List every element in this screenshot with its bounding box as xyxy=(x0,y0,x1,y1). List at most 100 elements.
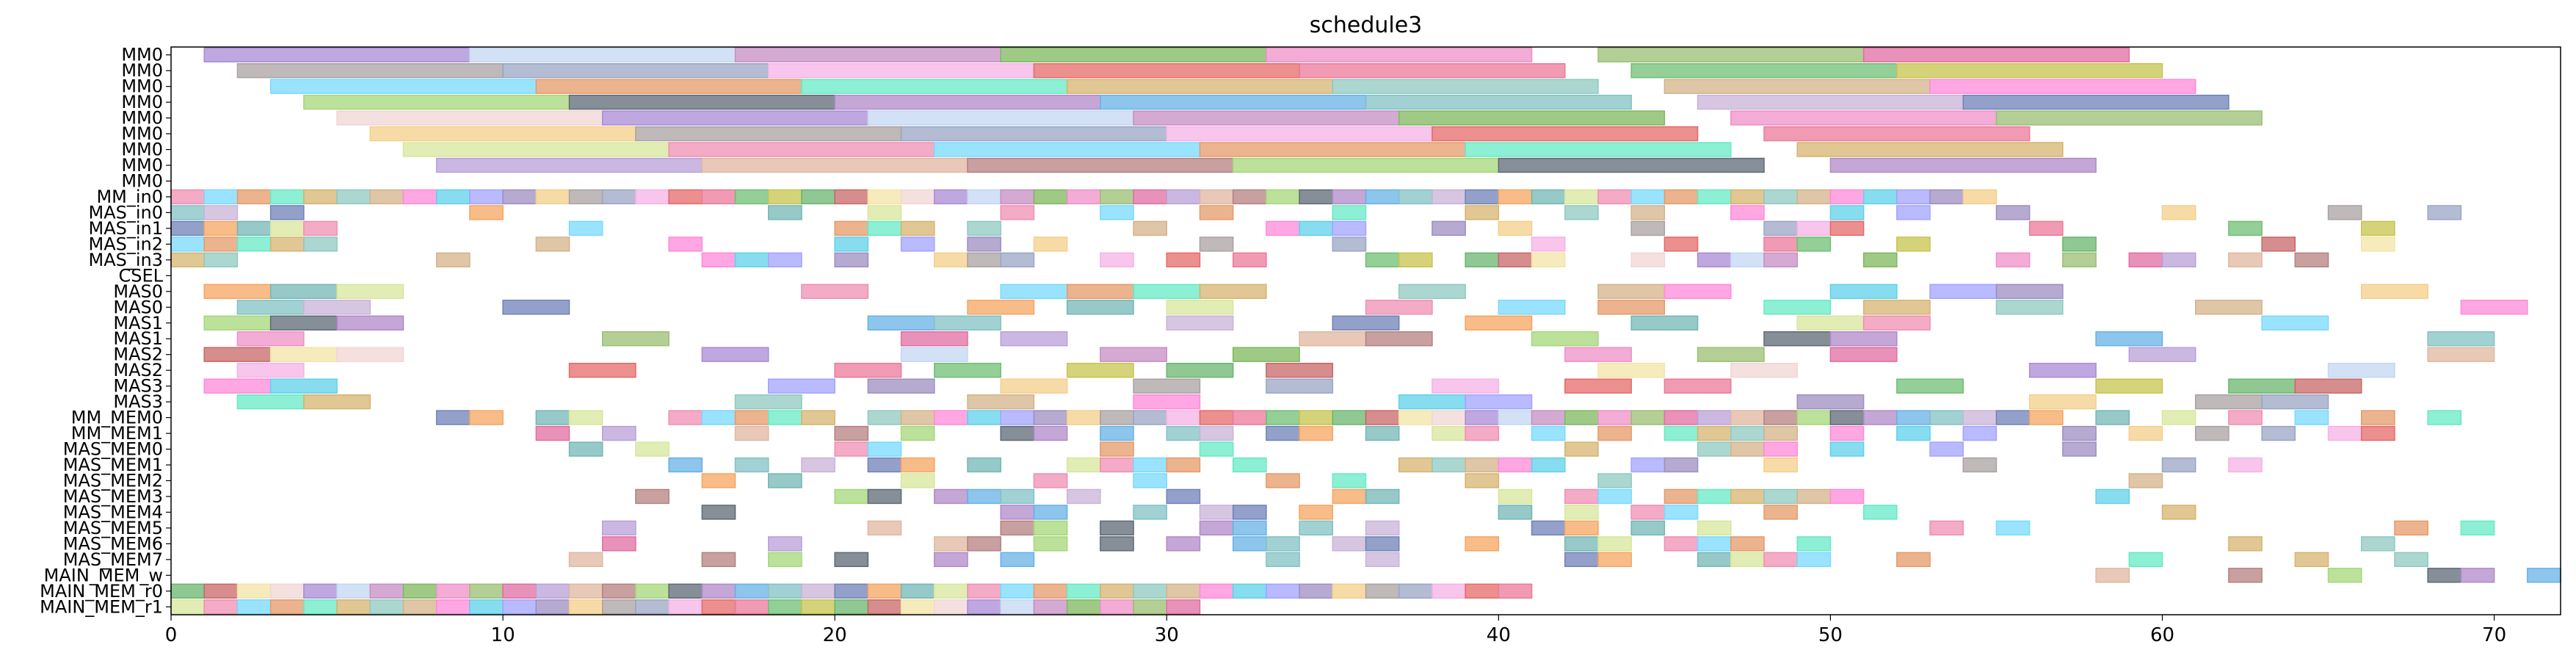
y-tick-label: MAS_in2 xyxy=(88,234,163,254)
task-bar xyxy=(469,599,504,615)
task-bar xyxy=(867,189,902,205)
task-bar xyxy=(203,378,272,394)
task-bar xyxy=(1000,599,1035,615)
task-bar xyxy=(1498,157,1765,173)
task-bar xyxy=(1133,394,1201,410)
task-bar xyxy=(1730,205,1765,220)
task-bar xyxy=(1299,505,1334,520)
task-bar xyxy=(568,599,603,615)
task-bar xyxy=(1199,441,1234,457)
task-bar xyxy=(1398,283,1466,300)
task-bar xyxy=(1531,236,1566,252)
task-bar xyxy=(402,583,438,599)
task-bar xyxy=(2460,520,2495,536)
task-bar xyxy=(2194,300,2263,315)
task-bar xyxy=(1199,505,1234,520)
y-tick-label: MM0 xyxy=(121,155,163,176)
task-bar xyxy=(1896,378,1964,394)
task-bar xyxy=(1564,410,1599,425)
y-tick-label: MAS_MEM5 xyxy=(63,518,163,538)
task-bar xyxy=(1000,425,1035,441)
task-bar xyxy=(2194,425,2229,441)
task-bar xyxy=(900,189,935,205)
task-bar xyxy=(2062,441,2097,457)
task-bar xyxy=(1398,457,1433,473)
task-bar xyxy=(2228,220,2263,236)
y-tick-label: MAS_MEM6 xyxy=(63,533,163,554)
task-bar xyxy=(900,583,935,599)
task-bar xyxy=(1066,488,1101,505)
task-bar xyxy=(1896,410,1931,425)
task-bar xyxy=(535,583,570,599)
task-bar xyxy=(203,205,239,220)
task-bar xyxy=(402,142,670,157)
task-bar xyxy=(1730,410,1765,425)
task-bar xyxy=(734,583,769,599)
y-tick-label: MM_MEM1 xyxy=(71,423,163,444)
task-bar xyxy=(1730,110,1998,126)
task-bar xyxy=(1365,583,1400,599)
task-bar xyxy=(668,583,703,599)
task-bar xyxy=(1199,205,1234,220)
task-bar xyxy=(734,47,1001,62)
task-bar xyxy=(1432,189,1466,205)
task-bar xyxy=(1697,520,1732,536)
task-bar xyxy=(834,220,869,236)
task-bar xyxy=(867,220,902,236)
task-bar xyxy=(502,599,537,615)
task-bar xyxy=(1365,425,1400,441)
task-bar xyxy=(1332,189,1367,205)
y-tick-label: MM_MEM0 xyxy=(71,408,163,428)
task-bar xyxy=(668,457,703,473)
task-bar xyxy=(734,457,769,473)
task-bar xyxy=(2028,394,2097,410)
task-bar xyxy=(768,378,835,394)
task-bar xyxy=(1663,283,1732,300)
task-bar xyxy=(1697,441,1732,457)
task-bar xyxy=(1299,520,1334,536)
task-bar xyxy=(435,599,471,615)
task-bar xyxy=(834,236,869,252)
task-bar xyxy=(1498,583,1533,599)
y-tick-label: MAS_MEM4 xyxy=(63,502,163,522)
task-bar xyxy=(2228,536,2263,552)
task-bar xyxy=(1962,94,2229,110)
task-bar xyxy=(1398,189,1433,205)
task-bar xyxy=(2394,552,2428,568)
y-tick-label: MAS1 xyxy=(113,328,163,349)
task-bar xyxy=(469,47,736,62)
task-bar xyxy=(369,126,636,142)
task-bar xyxy=(1763,189,1798,205)
task-bar xyxy=(568,220,603,236)
task-bar xyxy=(867,488,902,505)
task-bar xyxy=(934,536,968,552)
task-bar xyxy=(1066,410,1101,425)
task-bar xyxy=(768,473,802,488)
y-tick-label: CSEL xyxy=(118,265,163,286)
task-bar xyxy=(934,552,968,568)
task-bar xyxy=(834,252,869,268)
task-bar xyxy=(1663,236,1699,252)
task-bar xyxy=(1398,252,1433,268)
task-bar xyxy=(2128,425,2163,441)
task-bar xyxy=(435,157,703,173)
task-bar xyxy=(668,236,703,252)
task-bar xyxy=(1962,410,1998,425)
task-bar xyxy=(1763,331,1832,347)
task-bar xyxy=(601,536,636,552)
task-bar xyxy=(900,331,968,347)
task-bar xyxy=(1133,505,1167,520)
task-bar xyxy=(1133,583,1167,599)
task-bar xyxy=(1697,425,1732,441)
task-bar xyxy=(2028,362,2097,378)
task-bar xyxy=(834,94,1101,110)
task-bar xyxy=(967,300,1035,315)
task-bar xyxy=(336,347,404,362)
task-bar xyxy=(1663,505,1699,520)
task-bar xyxy=(203,315,272,330)
task-bar xyxy=(1763,425,1798,441)
task-bar xyxy=(1299,410,1334,425)
task-bar xyxy=(535,189,570,205)
task-bar xyxy=(568,583,603,599)
task-bar xyxy=(1133,599,1167,615)
